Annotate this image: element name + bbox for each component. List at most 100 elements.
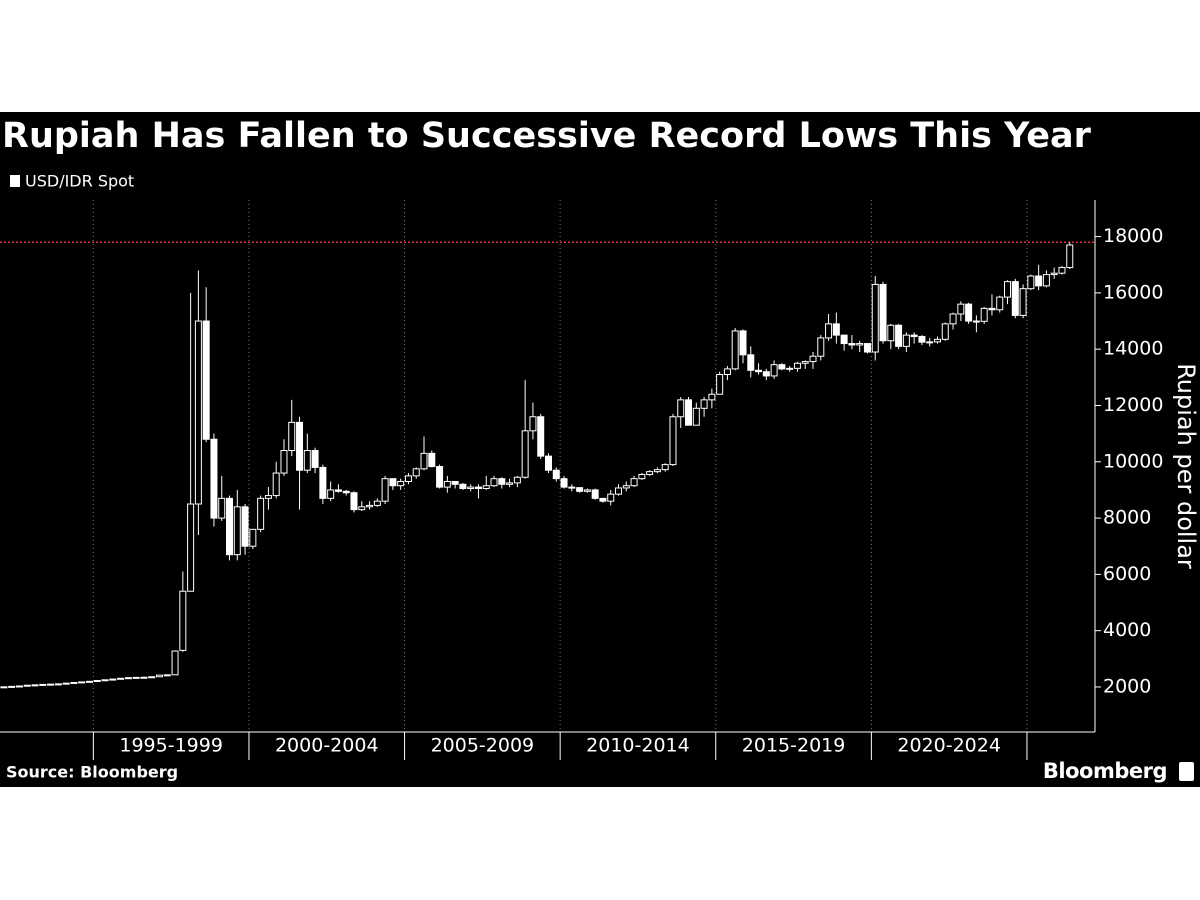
candle-body bbox=[506, 482, 514, 485]
candle-body bbox=[381, 478, 389, 502]
y-tick-label: 8000 bbox=[1103, 507, 1151, 529]
candle-body bbox=[583, 489, 591, 492]
candle-body bbox=[1004, 281, 1012, 298]
candle-body bbox=[972, 320, 980, 323]
candle-body bbox=[490, 478, 498, 487]
y-tick-label: 2000 bbox=[1103, 675, 1151, 697]
candle-body bbox=[537, 416, 545, 457]
candle-body bbox=[194, 320, 202, 505]
candle-body bbox=[661, 464, 669, 471]
candle-body bbox=[996, 296, 1004, 311]
y-tick-label: 16000 bbox=[1103, 281, 1163, 303]
candle-body bbox=[233, 506, 241, 556]
candle-body bbox=[591, 489, 599, 499]
candle-body bbox=[498, 478, 506, 485]
source: Source: Bloomberg bbox=[6, 763, 178, 782]
candle-body bbox=[257, 497, 265, 530]
candle-body bbox=[887, 324, 895, 342]
candle-body bbox=[443, 480, 451, 488]
candle-body bbox=[980, 307, 988, 322]
candle-body bbox=[272, 472, 280, 497]
candle-body bbox=[902, 334, 910, 347]
candle-body bbox=[171, 650, 179, 676]
candle-body bbox=[568, 486, 576, 489]
candle-body bbox=[210, 438, 218, 519]
candle-body bbox=[117, 677, 125, 680]
candle-body bbox=[521, 430, 529, 478]
candle-body bbox=[428, 452, 436, 468]
candle-body bbox=[1027, 275, 1035, 290]
candle-body bbox=[264, 495, 272, 499]
candle-body bbox=[101, 679, 109, 682]
y-tick-label: 6000 bbox=[1103, 563, 1151, 585]
chart-title: Rupiah Has Fallen to Successive Record L… bbox=[2, 116, 1092, 156]
candle-body bbox=[552, 469, 560, 480]
candle-body bbox=[848, 343, 856, 346]
candle-body bbox=[599, 497, 607, 502]
candle-body bbox=[23, 684, 31, 687]
candle-body bbox=[1050, 272, 1058, 276]
candle-body bbox=[1058, 267, 1066, 274]
candle-body bbox=[778, 364, 786, 370]
x-tick-label: 1995-1999 bbox=[119, 735, 223, 757]
candle-body bbox=[856, 343, 864, 346]
chart-panel bbox=[0, 112, 1200, 787]
candle-body bbox=[700, 399, 708, 409]
candle-body bbox=[926, 341, 934, 344]
y-tick-label: 18000 bbox=[1103, 225, 1163, 247]
candle-body bbox=[187, 503, 195, 592]
candle-body bbox=[389, 478, 397, 487]
candle-body bbox=[793, 362, 801, 369]
candle-body bbox=[817, 337, 825, 357]
candle-body bbox=[350, 492, 358, 511]
candle-body bbox=[786, 367, 794, 370]
candle-body bbox=[140, 676, 148, 679]
candle-body bbox=[474, 486, 482, 490]
candle-body bbox=[513, 476, 521, 484]
candle-body bbox=[949, 313, 957, 325]
candle-body bbox=[615, 487, 623, 495]
x-tick-label: 2000-2004 bbox=[275, 735, 379, 757]
candle-body bbox=[436, 466, 444, 488]
candle-body bbox=[809, 355, 817, 363]
x-tick-label: 2005-2009 bbox=[431, 735, 535, 757]
candle-body bbox=[420, 452, 428, 470]
candle-body bbox=[226, 497, 234, 556]
candle-body bbox=[895, 324, 903, 347]
candle-body bbox=[653, 469, 661, 473]
candle-body bbox=[607, 493, 615, 502]
candle-body bbox=[8, 685, 16, 688]
candle-body bbox=[1066, 244, 1074, 269]
candle-body bbox=[646, 471, 654, 475]
candle-body bbox=[249, 528, 257, 547]
candle-body bbox=[288, 421, 296, 452]
candle-body bbox=[412, 468, 420, 477]
candle-body bbox=[482, 485, 490, 490]
candle-body bbox=[366, 504, 374, 508]
candle-body bbox=[560, 478, 568, 488]
candle-body bbox=[1035, 275, 1043, 287]
candle-body bbox=[358, 506, 366, 511]
candle-body bbox=[576, 487, 584, 492]
candle-body bbox=[202, 320, 210, 440]
candle-body bbox=[62, 682, 70, 685]
candle-body bbox=[529, 416, 537, 432]
candle-body bbox=[840, 334, 848, 345]
candle-body bbox=[1011, 281, 1019, 316]
candle-body bbox=[296, 421, 304, 471]
candle-body bbox=[871, 283, 879, 353]
candle-body bbox=[941, 323, 949, 340]
y-tick-label: 4000 bbox=[1103, 619, 1151, 641]
candle-body bbox=[770, 364, 778, 377]
candle-body bbox=[638, 473, 646, 480]
candle-body bbox=[451, 480, 459, 485]
candle-body bbox=[910, 334, 918, 338]
candle-body bbox=[303, 450, 311, 471]
y-tick-label: 10000 bbox=[1103, 450, 1163, 472]
candle-body bbox=[685, 399, 693, 426]
y-axis-title: Rupiah per dollar bbox=[1172, 363, 1200, 569]
candle-body bbox=[373, 500, 381, 506]
candle-body bbox=[965, 303, 973, 322]
candle-body bbox=[723, 368, 731, 376]
